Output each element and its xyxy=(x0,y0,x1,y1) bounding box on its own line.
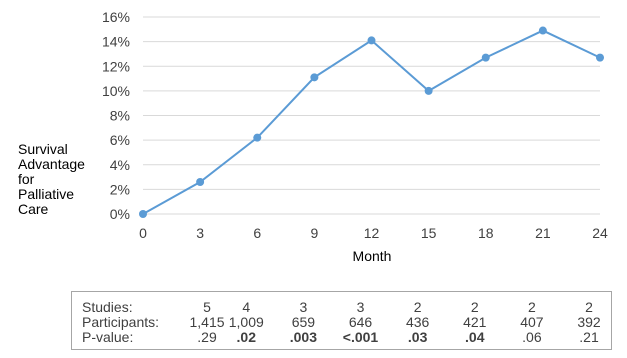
y-axis-title-word: Survival xyxy=(18,141,68,157)
stats-cell: 4 xyxy=(242,299,251,315)
stats-cell: 646 xyxy=(348,314,373,330)
x-tick-label: 18 xyxy=(478,225,494,241)
y-tick-label: 6% xyxy=(110,132,130,148)
stats-row-label: Participants: xyxy=(82,314,160,330)
y-axis-title-word: Care xyxy=(18,201,49,217)
stats-row: P-value: .29 .02 .003 <.001 .03 .04 .06 .21 xyxy=(72,329,611,345)
x-tick-label: 21 xyxy=(535,225,551,241)
x-tick-label: 15 xyxy=(421,225,437,241)
stats-cell: .29 xyxy=(197,329,217,345)
x-axis-title: Month xyxy=(353,248,392,264)
stats-row: Studies: 5 4 3 3 2 2 2 2 xyxy=(72,299,611,315)
x-tick-label: 6 xyxy=(253,225,261,241)
stats-cell: 3 xyxy=(299,299,308,315)
data-point xyxy=(139,210,147,218)
y-axis-title: Survival Advantage for Palliative Care xyxy=(18,142,108,217)
data-point xyxy=(481,53,490,62)
stats-cell: .04 xyxy=(465,329,485,345)
stats-cell: 3 xyxy=(356,299,365,315)
stats-row: Participants: 1,415 1,009 659 646 436 421 407 39… xyxy=(72,314,611,330)
stats-cell: 2 xyxy=(527,299,536,315)
y-tick-label: 8% xyxy=(110,108,130,124)
stats-cell: .06 xyxy=(522,329,542,345)
y-axis-title-word: Palliative xyxy=(18,186,75,202)
data-points xyxy=(139,26,604,218)
x-tick-label: 0 xyxy=(139,225,147,241)
x-tick-label: 9 xyxy=(310,225,318,241)
y-tick-label: 10% xyxy=(102,83,130,99)
data-point xyxy=(253,133,262,142)
x-tick-label: 24 xyxy=(592,225,608,241)
stats-cell: .003 xyxy=(289,329,317,345)
stats-cell: 1,415 xyxy=(189,314,225,330)
y-tick-label: 2% xyxy=(110,181,130,197)
stats-cell: 421 xyxy=(463,314,487,330)
stats-cell: 659 xyxy=(291,314,316,330)
stats-cell: 2 xyxy=(585,299,593,315)
data-point xyxy=(538,26,547,35)
stats-cell: 436 xyxy=(405,314,430,330)
stats-cell: 2 xyxy=(413,299,422,315)
data-point xyxy=(596,53,604,62)
stats-cell: 1,009 xyxy=(228,314,264,330)
stats-cell: .02 xyxy=(236,329,256,345)
y-axis-title-word: for xyxy=(18,171,35,187)
y-tick-label: 16% xyxy=(102,9,130,25)
y-tick-label: 4% xyxy=(110,157,130,173)
series-line xyxy=(142,29,601,215)
stats-cell: .03 xyxy=(407,329,428,345)
gridlines xyxy=(143,16,600,190)
data-point xyxy=(367,36,376,45)
y-axis-title-word: Advantage xyxy=(18,156,85,172)
data-point xyxy=(310,73,319,82)
y-tick-labels: 0% 2% 4% 6% 8% 10% 12% 14% 16% xyxy=(102,9,130,222)
data-point xyxy=(196,177,205,186)
y-tick-label: 0% xyxy=(110,206,130,222)
stats-cell: <.001 xyxy=(342,329,379,345)
line-chart: 0% 2% 4% 6% 8% 10% 12% 14% 16% 0 3 6 9 12 15 18 21 24 Mo… xyxy=(102,9,608,264)
stats-row-label: P-value: xyxy=(82,329,134,345)
stats-cell: 2 xyxy=(470,299,479,315)
x-tick-label: 3 xyxy=(196,225,204,241)
stats-cell: 407 xyxy=(520,314,544,330)
stats-cell: .21 xyxy=(579,329,599,345)
stats-cell: 5 xyxy=(203,299,211,315)
x-tick-labels: 0 3 6 9 12 15 18 21 24 xyxy=(139,225,608,241)
stats-cell: 392 xyxy=(577,314,601,330)
data-point xyxy=(424,86,433,95)
y-tick-label: 14% xyxy=(102,34,130,50)
x-tick-label: 12 xyxy=(364,225,380,241)
y-tick-label: 12% xyxy=(102,58,130,74)
stats-row-label: Studies: xyxy=(82,299,133,315)
stats-table: Studies: 5 4 3 3 2 2 2 2 Participants: 1,415 1,009 6… xyxy=(71,291,612,350)
